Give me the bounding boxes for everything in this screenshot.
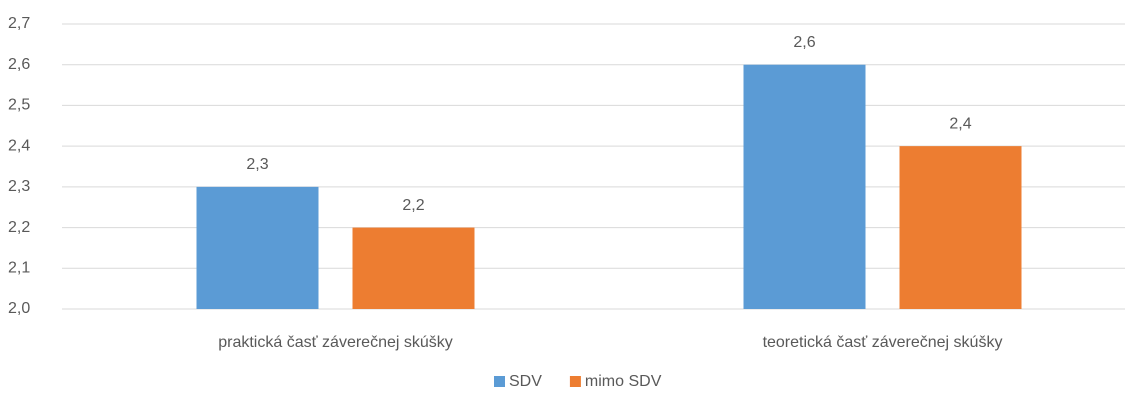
y-tick-label: 2,0 <box>8 300 30 317</box>
bar <box>196 186 319 309</box>
value-label: 2,4 <box>949 115 971 132</box>
y-tick-label: 2,6 <box>8 56 30 73</box>
y-tick-label: 2,5 <box>8 97 30 114</box>
value-label: 2,3 <box>246 156 268 173</box>
bar <box>352 227 475 309</box>
legend-swatch <box>569 376 581 387</box>
y-tick-label: 2,7 <box>8 15 30 32</box>
y-tick-label: 2,2 <box>8 219 30 236</box>
x-tick-label: praktická časť záverečnej skúšky <box>218 334 453 351</box>
value-label: 2,2 <box>402 197 424 214</box>
y-tick-label: 2,4 <box>8 137 30 154</box>
x-tick-label: teoretická časť záverečnej skúšky <box>763 334 1003 351</box>
y-tick-label: 2,1 <box>8 260 30 277</box>
legend-label: SDV <box>509 373 542 390</box>
bar <box>899 146 1022 309</box>
value-label: 2,6 <box>793 34 815 51</box>
legend-label: mimo SDV <box>585 373 662 390</box>
legend-swatch <box>494 376 505 387</box>
bar <box>743 64 866 309</box>
y-tick-label: 2,3 <box>8 178 30 195</box>
